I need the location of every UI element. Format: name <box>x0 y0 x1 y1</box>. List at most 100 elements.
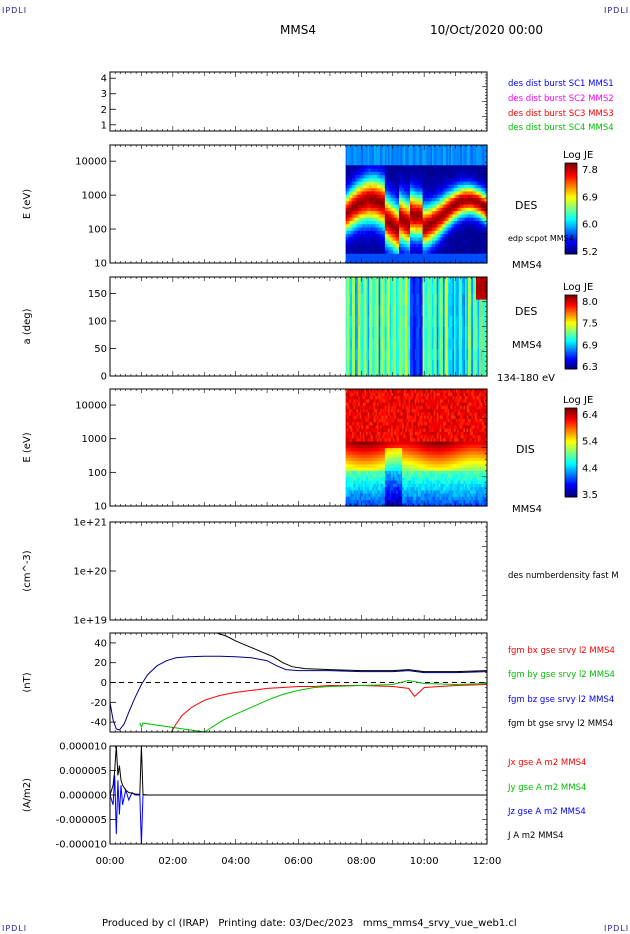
heat-cell <box>394 190 397 195</box>
heat-cell <box>424 161 427 166</box>
heat-cell <box>358 365 361 372</box>
heat-cell <box>466 359 469 366</box>
heat-cell <box>483 161 487 166</box>
heat-cell <box>381 236 384 241</box>
heat-cell <box>436 181 439 185</box>
heat-cell <box>455 154 458 159</box>
heat-cell <box>391 190 394 195</box>
heat-cell <box>380 190 383 195</box>
heat-cell <box>348 348 351 355</box>
heat-cell <box>399 299 402 306</box>
heat-cell <box>417 161 421 166</box>
heat-cell <box>419 177 422 182</box>
heat-cell <box>410 326 413 333</box>
heat-cell <box>480 288 483 295</box>
heat-cell <box>391 197 394 202</box>
heat-cell <box>435 210 438 215</box>
heat-cell <box>399 293 402 300</box>
heat-cell <box>359 315 362 322</box>
heat-cell <box>460 240 463 244</box>
heat-cell <box>392 164 395 169</box>
heat-cell <box>399 217 402 221</box>
heat-cell <box>443 217 446 221</box>
heat-cell <box>480 282 483 289</box>
heat-cell <box>422 337 425 344</box>
heat-cell <box>347 389 350 393</box>
heat-cell <box>355 177 358 182</box>
heat-cell <box>355 243 358 248</box>
heat-cell <box>406 174 410 179</box>
heat-cell <box>397 249 400 254</box>
heat-cell <box>406 343 410 350</box>
heat-cell <box>430 167 433 172</box>
heat-cell <box>476 164 479 169</box>
heat-cell <box>394 277 397 284</box>
heat-cell <box>443 304 446 311</box>
heat-cell <box>433 277 436 284</box>
heat-cell <box>483 217 487 221</box>
heat-cell <box>402 223 405 228</box>
heat-cell <box>386 326 389 333</box>
heat-cell <box>399 249 402 254</box>
heat-cell <box>362 213 366 218</box>
heat-cell <box>450 315 454 322</box>
heat-cell <box>425 310 428 317</box>
heat-cell <box>452 164 455 169</box>
heat-cell <box>463 217 466 221</box>
heat-cell <box>359 181 362 185</box>
heat-cell <box>444 204 447 208</box>
heat-cell <box>356 326 359 333</box>
heat-cell <box>367 167 370 172</box>
heat-cell <box>482 315 485 322</box>
heat-cell <box>452 174 455 179</box>
heat-cell <box>399 310 402 317</box>
heat-cell <box>411 161 414 166</box>
heat-cell <box>389 210 392 215</box>
heat-cell <box>422 226 425 231</box>
heat-cell <box>366 174 369 179</box>
heat-cell <box>392 187 395 192</box>
heat-cell <box>446 233 449 238</box>
heat-cell <box>463 354 466 361</box>
heat-cell <box>411 230 414 235</box>
heat-cell <box>402 217 405 221</box>
heat-cell <box>380 217 383 221</box>
heat-cell <box>373 299 377 306</box>
heat-cell <box>447 348 450 355</box>
heat-cell <box>479 332 482 339</box>
heat-cell <box>460 210 463 215</box>
heat-cell <box>452 310 455 317</box>
heat-cell <box>395 164 399 169</box>
heat-cell <box>361 259 364 264</box>
heat-cell <box>356 197 359 202</box>
heat-cell <box>345 343 348 350</box>
heat-cell <box>439 167 443 172</box>
heat-cell <box>457 354 460 361</box>
heat-cell <box>463 348 466 355</box>
heat-cell <box>358 177 361 182</box>
heat-cell <box>460 171 463 176</box>
heat-cell <box>392 310 395 317</box>
heat-cell <box>479 190 482 195</box>
heat-cell <box>400 217 403 221</box>
heat-cell <box>422 326 425 333</box>
heat-cell <box>480 226 483 231</box>
heat-cell <box>438 148 441 153</box>
heat-cell <box>479 354 482 361</box>
heat-cell <box>403 253 406 258</box>
heat-cell <box>482 145 485 149</box>
heat-cell <box>380 204 383 208</box>
heat-cell <box>447 246 450 251</box>
heat-cell <box>410 315 413 322</box>
heat-cell <box>347 167 350 172</box>
heat-cell <box>367 343 370 350</box>
heat-cell <box>405 365 408 372</box>
heat-cell <box>389 171 392 176</box>
heat-cell <box>483 359 487 366</box>
heat-cell <box>373 321 377 328</box>
heat-cell <box>358 337 361 344</box>
heat-cell <box>458 190 461 195</box>
heat-cell <box>408 158 411 162</box>
heat-cell <box>395 226 399 231</box>
heat-cell <box>427 293 430 300</box>
